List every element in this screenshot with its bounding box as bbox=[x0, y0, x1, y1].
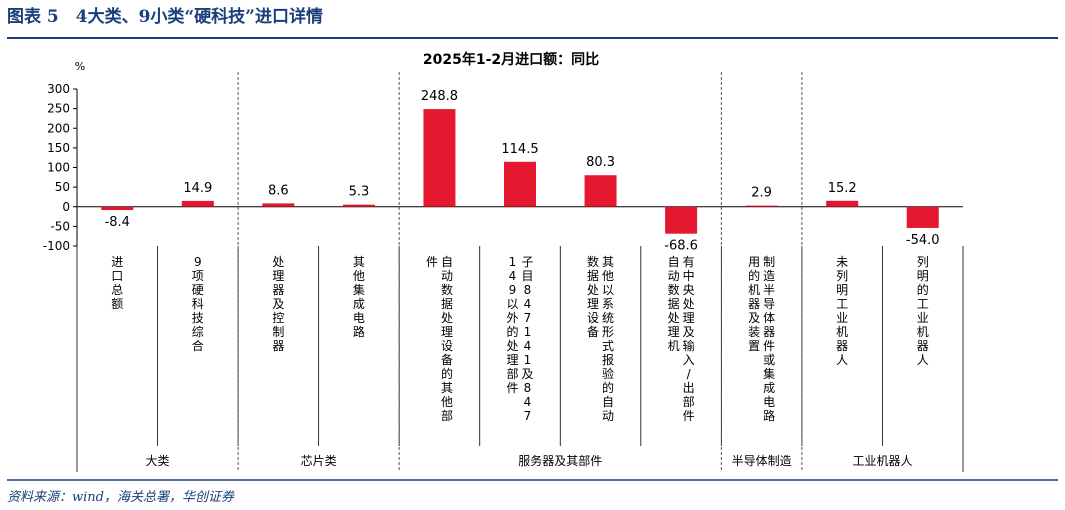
data-label: 14.9 bbox=[183, 181, 212, 196]
y-tick-label: 0 bbox=[62, 200, 70, 214]
bar bbox=[826, 200, 859, 207]
y-axis-unit: % bbox=[75, 60, 85, 73]
group-label: 芯片类 bbox=[301, 454, 337, 468]
y-tick-label: 100 bbox=[47, 161, 70, 175]
bar bbox=[584, 175, 617, 207]
bar bbox=[665, 206, 698, 234]
source-note: 资料来源：wind，海关总署，华创证券 bbox=[7, 490, 234, 505]
category-label: 有中央处理及输入/出部件自动数据处理机 bbox=[668, 255, 695, 423]
category-label: 9 项硬科技综合 bbox=[192, 255, 204, 353]
data-label: 80.3 bbox=[586, 155, 615, 170]
group-label: 服务器及其部件 bbox=[518, 453, 602, 468]
category-label: 其他以系统形式报验的自动数据处理设备 bbox=[587, 254, 614, 423]
bar bbox=[262, 203, 295, 207]
y-tick-label: -100 bbox=[43, 239, 70, 253]
data-label: -8.4 bbox=[105, 215, 130, 230]
group-label: 工业机器人 bbox=[852, 454, 912, 468]
y-tick-label: 300 bbox=[47, 82, 70, 96]
bar bbox=[423, 109, 456, 207]
y-tick-label: 150 bbox=[47, 141, 70, 155]
category-label: 处理器及控制器 bbox=[272, 255, 284, 353]
bar bbox=[745, 205, 778, 207]
category-label: 制造半导体器件或集成电路用的机器及装置 bbox=[748, 255, 775, 423]
bar bbox=[906, 206, 939, 228]
data-label: 5.3 bbox=[349, 185, 370, 200]
data-label: 2.9 bbox=[751, 186, 772, 201]
category-label: 未列明工业机器人 bbox=[836, 255, 848, 367]
data-label: 248.8 bbox=[421, 89, 458, 104]
y-tick-label: -50 bbox=[50, 219, 70, 233]
category-label: 列明的工业机器人 bbox=[917, 255, 929, 367]
bar bbox=[181, 200, 214, 207]
group-label: 半导体制造 bbox=[732, 454, 792, 468]
category-label: 进口总额 bbox=[111, 255, 123, 311]
data-label: 15.2 bbox=[828, 181, 857, 196]
plot-area: -100 -50 0 50 100 150 200 250 300 大类 芯片类 服务器及其部件 半导体… bbox=[43, 72, 964, 472]
data-label: 8.6 bbox=[268, 183, 289, 198]
y-tick-label: 250 bbox=[47, 102, 70, 116]
data-label: -68.6 bbox=[664, 239, 698, 254]
y-tick-label: 50 bbox=[55, 180, 70, 194]
category-label: 其他集成电路 bbox=[353, 255, 365, 339]
chart-title: 2025年1-2月进口额：同比 bbox=[423, 51, 599, 68]
bar bbox=[101, 206, 134, 211]
bar bbox=[342, 204, 375, 207]
y-tick-label: 200 bbox=[47, 121, 70, 135]
data-label: 114.5 bbox=[501, 142, 538, 157]
category-label: 自动数据处理设备的其他部件 bbox=[426, 255, 453, 423]
figure-title: 图表 5 4大类、9小类“硬科技”进口详情 bbox=[7, 7, 323, 27]
group-label: 大类 bbox=[146, 454, 170, 468]
data-label: -54.0 bbox=[906, 233, 940, 248]
category-label: 子目 8 4 7 1 4 1 及 8 4 71 4 9 以外的处理部件 bbox=[506, 255, 533, 423]
bar bbox=[504, 161, 536, 207]
